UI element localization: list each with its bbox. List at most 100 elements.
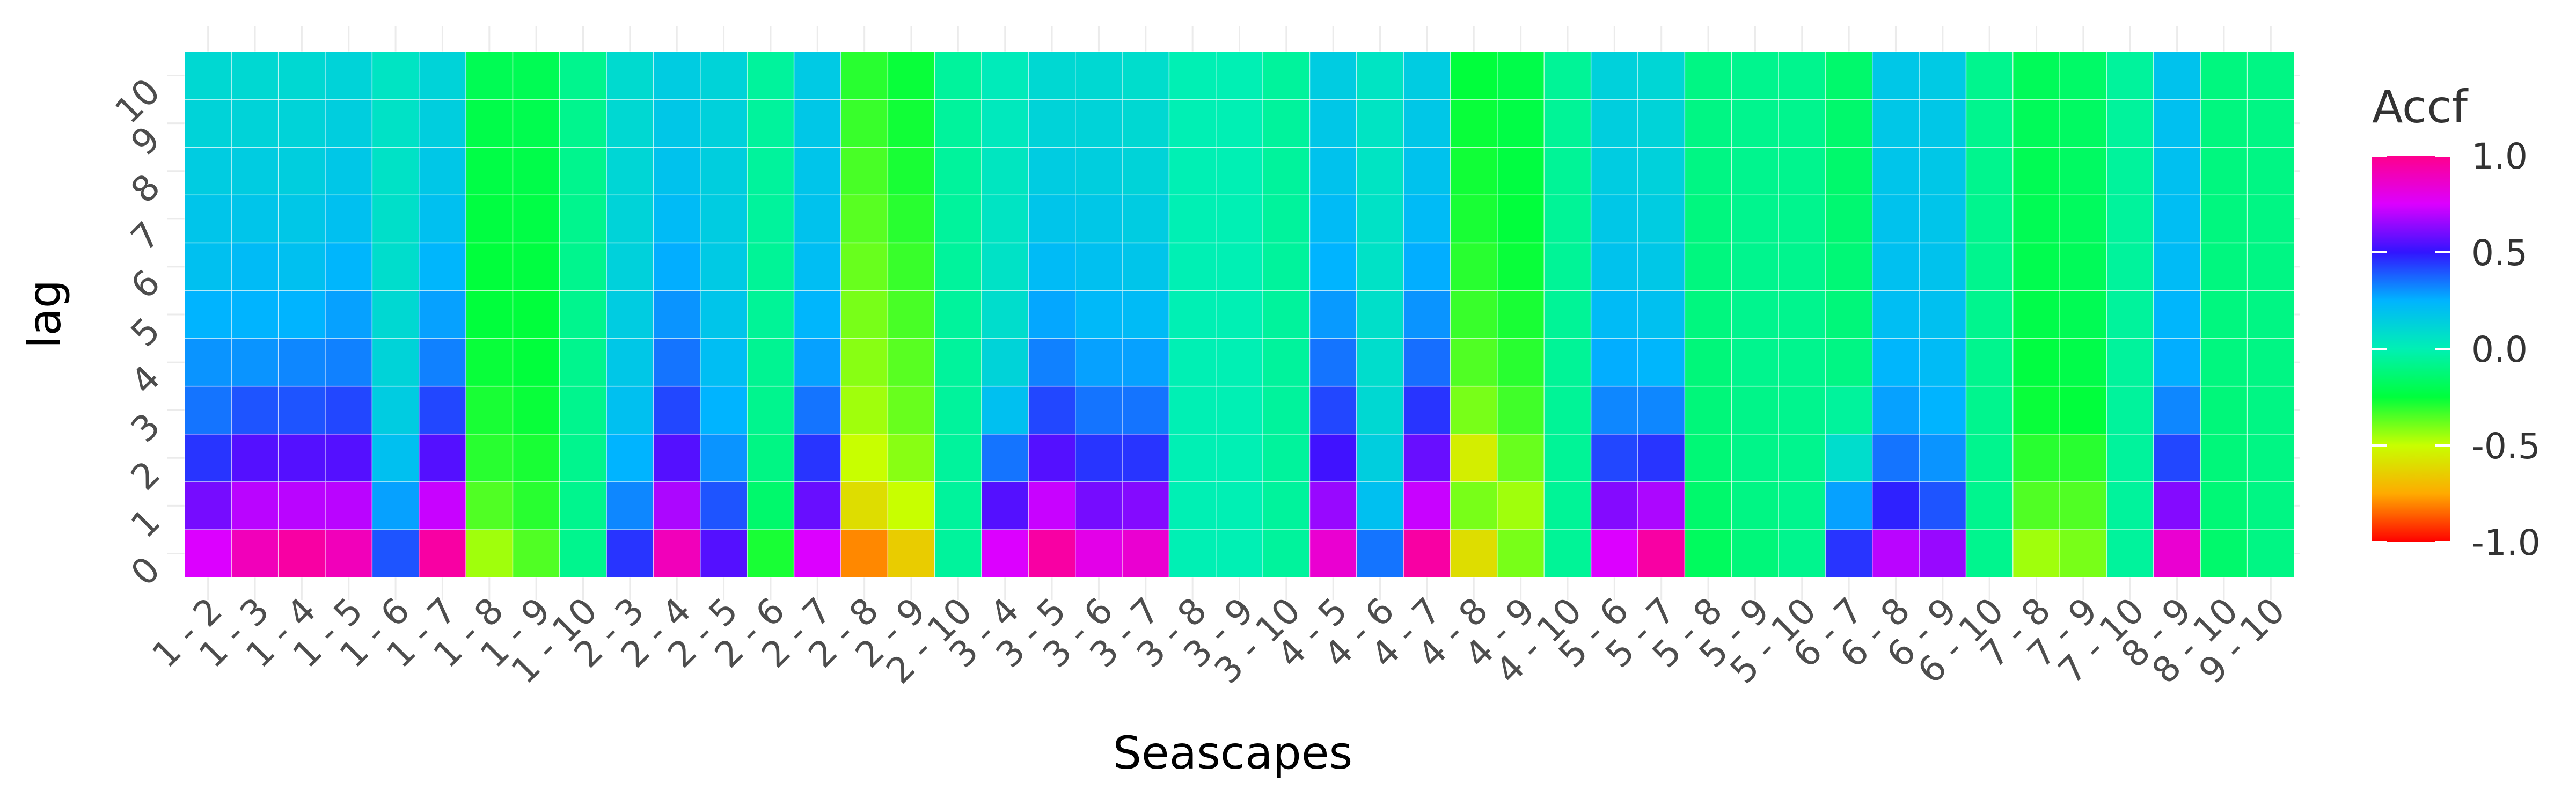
- y-tick-label: 6: [123, 262, 168, 307]
- heatmap-cell: [793, 242, 841, 291]
- heatmap-cell: [1122, 385, 1170, 435]
- x-axis-ticks: 1 - 21 - 31 - 41 - 51 - 61 - 71 - 81 - 9…: [144, 590, 2293, 692]
- heatmap-cell: [1919, 481, 1967, 530]
- heatmap-cell: [981, 290, 1029, 339]
- heatmap-cell: [1543, 51, 1592, 100]
- heatmap-cell: [1778, 481, 1826, 530]
- heatmap-cell: [231, 385, 279, 435]
- heatmap-cell: [2200, 147, 2248, 196]
- heatmap-cell: [653, 194, 701, 244]
- heatmap-cell: [606, 242, 654, 291]
- heatmap-cell: [1309, 51, 1357, 100]
- heatmap-cell: [653, 433, 701, 482]
- heatmap-cell: [840, 385, 889, 435]
- heatmap-cell: [1262, 385, 1311, 435]
- heatmap-cell: [887, 433, 935, 482]
- heatmap-cell: [1684, 481, 1732, 530]
- heatmap-cell: [1309, 529, 1357, 578]
- color-legend: Accf 1.0 0.5 0.0 -0.5 -1.0: [2372, 80, 2541, 564]
- heatmap-cell: [747, 433, 795, 482]
- heatmap-cell: [419, 529, 466, 578]
- heatmap-cell: [887, 51, 935, 100]
- heatmap-cell: [606, 290, 654, 339]
- heatmap-cell: [2153, 290, 2201, 339]
- heatmap-cell: [747, 338, 795, 387]
- heatmap-cell: [1497, 481, 1545, 530]
- heatmap-cell: [1262, 194, 1311, 244]
- heatmap-cell: [559, 290, 607, 339]
- heatmap-cell: [1590, 51, 1638, 100]
- heatmap-cell: [2059, 51, 2107, 100]
- heatmap-cell: [1778, 385, 1826, 435]
- heatmap-cell: [840, 481, 889, 530]
- heatmap-cell: [606, 433, 654, 482]
- heatmap-cell: [1497, 338, 1545, 387]
- heatmap-cell: [1919, 99, 1967, 148]
- heatmap-cell: [2059, 338, 2107, 387]
- heatmap-cell: [1450, 194, 1498, 244]
- heatmap-cell: [2012, 338, 2060, 387]
- heatmap-cell: [1684, 385, 1732, 435]
- heatmap-cell: [1168, 433, 1217, 482]
- heatmap-cell: [700, 147, 748, 196]
- legend-tick-label: 1.0: [2471, 136, 2528, 177]
- heatmap-cell: [700, 290, 748, 339]
- heatmap-cell: [1356, 147, 1404, 196]
- heatmap-cell: [1543, 99, 1592, 148]
- heatmap-cell: [1919, 385, 1967, 435]
- heatmap-cell: [1028, 242, 1076, 291]
- heatmap-cell: [325, 529, 373, 578]
- heatmap-cell: [1637, 51, 1686, 100]
- heatmap-cell: [1122, 147, 1170, 196]
- heatmap-cell: [1216, 194, 1263, 244]
- heatmap-cell: [700, 481, 748, 530]
- heatmap-cell: [2246, 433, 2295, 482]
- heatmap-cell: [1919, 242, 1967, 291]
- heatmap-cell: [371, 99, 420, 148]
- heatmap-cell: [793, 99, 841, 148]
- heatmap-cell: [1543, 338, 1592, 387]
- heatmap-cell: [1731, 290, 1779, 339]
- heatmap-cell: [1216, 338, 1263, 387]
- heatmap-cell: [1590, 99, 1638, 148]
- heatmap-cell: [2012, 51, 2060, 100]
- heatmap-cell: [981, 242, 1029, 291]
- legend-tick-label: 0.0: [2471, 329, 2528, 370]
- heatmap-cell: [2153, 99, 2201, 148]
- heatmap-cell: [559, 242, 607, 291]
- heatmap-cell: [2200, 194, 2248, 244]
- heatmap-cell: [1637, 99, 1686, 148]
- heatmap-cell: [793, 385, 841, 435]
- heatmap-cell: [277, 99, 326, 148]
- heatmap-cell: [512, 290, 560, 339]
- heatmap-cell: [2246, 99, 2295, 148]
- heatmap-cell: [512, 242, 560, 291]
- heatmap-cell: [371, 290, 420, 339]
- heatmap-cell: [1919, 529, 1967, 578]
- heatmap-cell: [1684, 338, 1732, 387]
- heatmap-cell: [981, 338, 1029, 387]
- heatmap-cell: [512, 194, 560, 244]
- heatmap-cell: [653, 99, 701, 148]
- heatmap-cell: [371, 529, 420, 578]
- heatmap-cell: [2012, 481, 2060, 530]
- heatmap-cell: [1309, 338, 1357, 387]
- heatmap-cell: [653, 338, 701, 387]
- heatmap-cell: [981, 385, 1029, 435]
- heatmap-cell: [1590, 529, 1638, 578]
- heatmap-cell: [371, 51, 420, 100]
- heatmap-cell: [1590, 433, 1638, 482]
- heatmap-cell: [1825, 290, 1873, 339]
- heatmap-cell: [934, 147, 982, 196]
- heatmap-cell: [1684, 147, 1732, 196]
- heatmap-cell: [1168, 481, 1217, 530]
- heatmap-cell: [2106, 194, 2154, 244]
- heatmap-cell: [2200, 433, 2248, 482]
- heatmap-cell: [1731, 194, 1779, 244]
- legend-tick-label: 0.5: [2471, 232, 2528, 274]
- heatmap-cell: [747, 147, 795, 196]
- heatmap-cell: [840, 290, 889, 339]
- heatmap-cell: [2200, 99, 2248, 148]
- heatmap-cell: [277, 529, 326, 578]
- heatmap-cell: [981, 529, 1029, 578]
